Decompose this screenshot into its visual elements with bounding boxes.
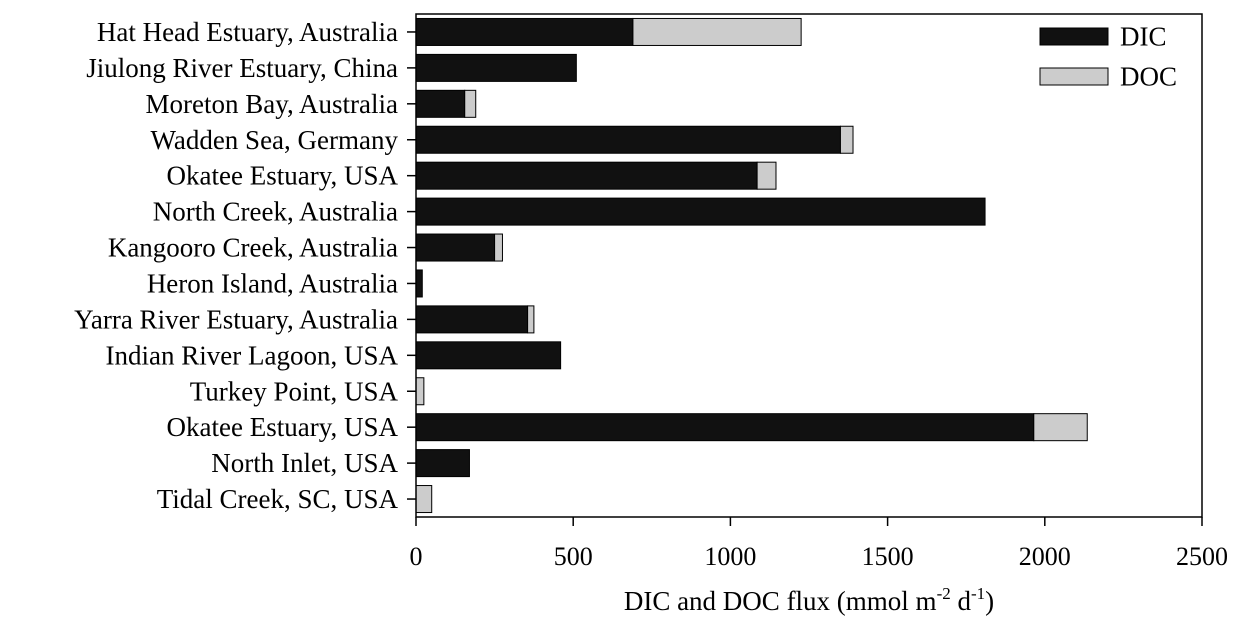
bar-dic-7	[415, 269, 423, 298]
legend-label-dic: DIC	[1120, 22, 1167, 52]
bar-dic-4	[415, 161, 758, 190]
category-label: Heron Island, Australia	[147, 268, 398, 298]
bar-doc-2	[464, 89, 477, 118]
category-label: Wadden Sea, Germany	[151, 125, 399, 155]
bar-dic-1	[415, 53, 577, 82]
category-label: North Creek, Australia	[153, 197, 398, 227]
category-label: Hat Head Estuary, Australia	[97, 17, 398, 47]
bar-doc-13	[415, 485, 433, 514]
legend: DIC DOC	[1039, 22, 1177, 92]
category-label: Kangooro Creek, Australia	[108, 233, 398, 263]
legend-swatch-dic	[1039, 27, 1109, 46]
legend-swatch-doc	[1039, 67, 1109, 86]
bars-group	[415, 17, 1088, 514]
bar-doc-3	[839, 125, 854, 154]
bar-dic-9	[415, 341, 562, 370]
bar-dic-3	[415, 125, 841, 154]
bar-doc-10	[415, 377, 425, 406]
bar-doc-11	[1033, 413, 1088, 442]
category-label: Moreton Bay, Australia	[146, 89, 398, 119]
legend-label-doc: DOC	[1120, 62, 1177, 92]
x-axis-title-main: DIC and DOC flux (mmol m	[624, 586, 937, 616]
x-tick-label: 1000	[704, 542, 756, 571]
bar-dic-2	[415, 89, 466, 118]
bar-doc-6	[494, 233, 503, 262]
bar-dic-11	[415, 413, 1035, 442]
x-tick-label: 2500	[1176, 542, 1228, 571]
x-tick-label: 1500	[862, 542, 914, 571]
plot-frame	[415, 13, 1203, 518]
bar-dic-12	[415, 449, 470, 478]
x-tick-label: 2000	[1019, 542, 1071, 571]
bar-doc-4	[756, 161, 777, 190]
x-axis-title-end: )	[985, 586, 994, 616]
bar-dic-6	[415, 233, 496, 262]
x-axis-ticks: 0 500 1000 1500 2000 2500	[410, 517, 1228, 571]
category-label: Okatee Estuary, USA	[167, 161, 399, 191]
category-label: Yarra River Estuary, Australia	[74, 304, 398, 334]
bar-doc-8	[527, 305, 535, 334]
x-axis-title-sup1: -2	[937, 584, 951, 603]
x-tick-label: 500	[554, 542, 593, 571]
bar-dic-0	[415, 17, 634, 46]
bar-dic-8	[415, 305, 529, 334]
x-axis-title-sup2: -1	[971, 584, 985, 603]
x-axis-title: DIC and DOC flux (mmol m-2 d-1)	[624, 584, 994, 616]
category-label: Jiulong River Estuary, China	[86, 53, 398, 83]
category-label: Turkey Point, USA	[190, 376, 399, 406]
bar-doc-0	[632, 17, 802, 46]
category-label: Tidal Creek, SC, USA	[157, 484, 399, 514]
category-label: North Inlet, USA	[211, 448, 398, 478]
x-tick-label: 0	[410, 542, 423, 571]
y-axis-ticks	[407, 31, 416, 500]
x-axis-title-mid: d	[951, 586, 972, 616]
category-label: Indian River Lagoon, USA	[106, 340, 399, 370]
category-labels: Hat Head Estuary, Australia Jiulong River…	[74, 17, 398, 514]
category-label: Okatee Estuary, USA	[167, 412, 399, 442]
bar-dic-5	[415, 197, 986, 226]
